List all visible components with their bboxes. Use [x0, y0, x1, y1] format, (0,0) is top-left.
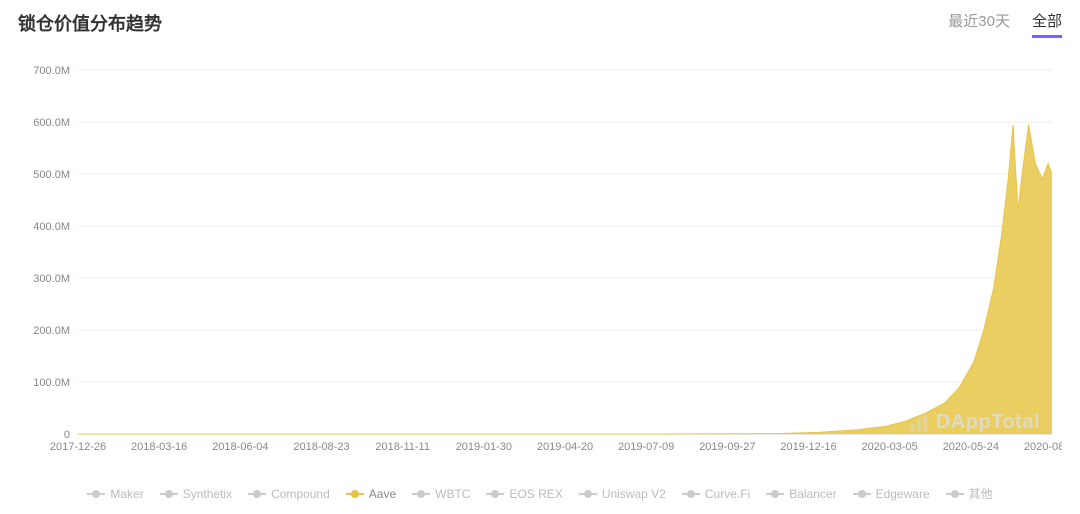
legend-marker-icon: [248, 489, 266, 499]
legend-item-eos-rex[interactable]: EOS REX: [486, 485, 562, 502]
legend-item-balancer[interactable]: Balancer: [766, 485, 836, 502]
x-tick-label: 2019-04-20: [537, 441, 593, 453]
legend-item--[interactable]: 其他: [946, 485, 993, 502]
x-tick-label: 2018-03-16: [131, 441, 187, 453]
legend-label: Maker: [110, 487, 143, 501]
legend-marker-icon: [412, 489, 430, 499]
watermark-logo-icon: [908, 412, 930, 434]
tab-all[interactable]: 全部: [1032, 10, 1062, 38]
series-area-aave: [78, 125, 1052, 434]
y-tick-label: 100.0M: [33, 377, 70, 389]
legend-label: Edgeware: [876, 487, 930, 501]
legend-label: EOS REX: [509, 487, 562, 501]
legend-marker-icon: [853, 489, 871, 499]
legend-marker-icon: [160, 489, 178, 499]
x-tick-label: 2017-12-26: [50, 441, 106, 453]
x-tick-label: 2019-01-30: [456, 441, 512, 453]
legend-marker-icon: [682, 489, 700, 499]
legend-marker-icon: [946, 489, 964, 499]
chart-container: 0 100.0M 200.0M 300.0M 400.0M 500.0M 600.0M 700…: [18, 60, 1062, 464]
legend-item-synthetix[interactable]: Synthetix: [160, 485, 232, 502]
legend-item-compound[interactable]: Compound: [248, 485, 330, 502]
legend-label: Balancer: [789, 487, 836, 501]
x-tick-label: 2020-08-12: [1024, 441, 1062, 453]
y-tick-label: 200.0M: [33, 325, 70, 337]
legend-marker-icon: [579, 489, 597, 499]
legend-label: Compound: [271, 487, 330, 501]
page-title: 锁仓价值分布趋势: [18, 10, 162, 36]
legend-item-edgeware[interactable]: Edgeware: [853, 485, 930, 502]
watermark: DAppTotal: [908, 411, 1040, 434]
y-tick-label: 500.0M: [33, 169, 70, 181]
legend-label: WBTC: [435, 487, 470, 501]
legend-marker-icon: [486, 489, 504, 499]
x-tick-label: 2018-11-11: [375, 441, 430, 453]
y-tick-label: 0: [64, 429, 70, 441]
x-tick-label: 2018-08-23: [293, 441, 349, 453]
legend-label: Curve.Fi: [705, 487, 750, 501]
watermark-text: DAppTotal: [936, 411, 1040, 434]
y-tick-label: 600.0M: [33, 117, 70, 129]
x-tick-label: 2020-03-05: [862, 441, 918, 453]
y-tick-label: 300.0M: [33, 273, 70, 285]
x-tick-label: 2019-12-16: [780, 441, 836, 453]
legend-item-curve-fi[interactable]: Curve.Fi: [682, 485, 750, 502]
legend-item-uniswap-v2[interactable]: Uniswap V2: [579, 485, 666, 502]
legend-label: Synthetix: [183, 487, 232, 501]
legend-marker-icon: [87, 489, 105, 499]
legend-item-maker[interactable]: Maker: [87, 485, 143, 502]
y-tick-label: 400.0M: [33, 221, 70, 233]
legend-label: Aave: [369, 487, 396, 501]
y-tick-label: 700.0M: [33, 65, 70, 77]
tvl-area-chart: 0 100.0M 200.0M 300.0M 400.0M 500.0M 600.0M 700…: [18, 60, 1062, 464]
legend-label: Uniswap V2: [602, 487, 666, 501]
x-tick-label: 2020-05-24: [943, 441, 999, 453]
legend-marker-icon: [766, 489, 784, 499]
legend-item-wbtc[interactable]: WBTC: [412, 485, 470, 502]
x-tick-label: 2019-09-27: [699, 441, 755, 453]
x-tick-label: 2018-06-04: [212, 441, 268, 453]
series-legend: Maker Synthetix Compound Aave WBTC EOS REX Uni…: [0, 485, 1080, 502]
x-tick-label: 2019-07-09: [618, 441, 674, 453]
tab-recent-30d[interactable]: 最近30天: [948, 10, 1010, 38]
series-line-aave: [78, 125, 1052, 434]
time-range-tabs: 最近30天全部: [948, 10, 1062, 38]
legend-marker-icon: [346, 489, 364, 499]
legend-item-aave[interactable]: Aave: [346, 485, 396, 502]
legend-label: 其他: [969, 485, 993, 502]
